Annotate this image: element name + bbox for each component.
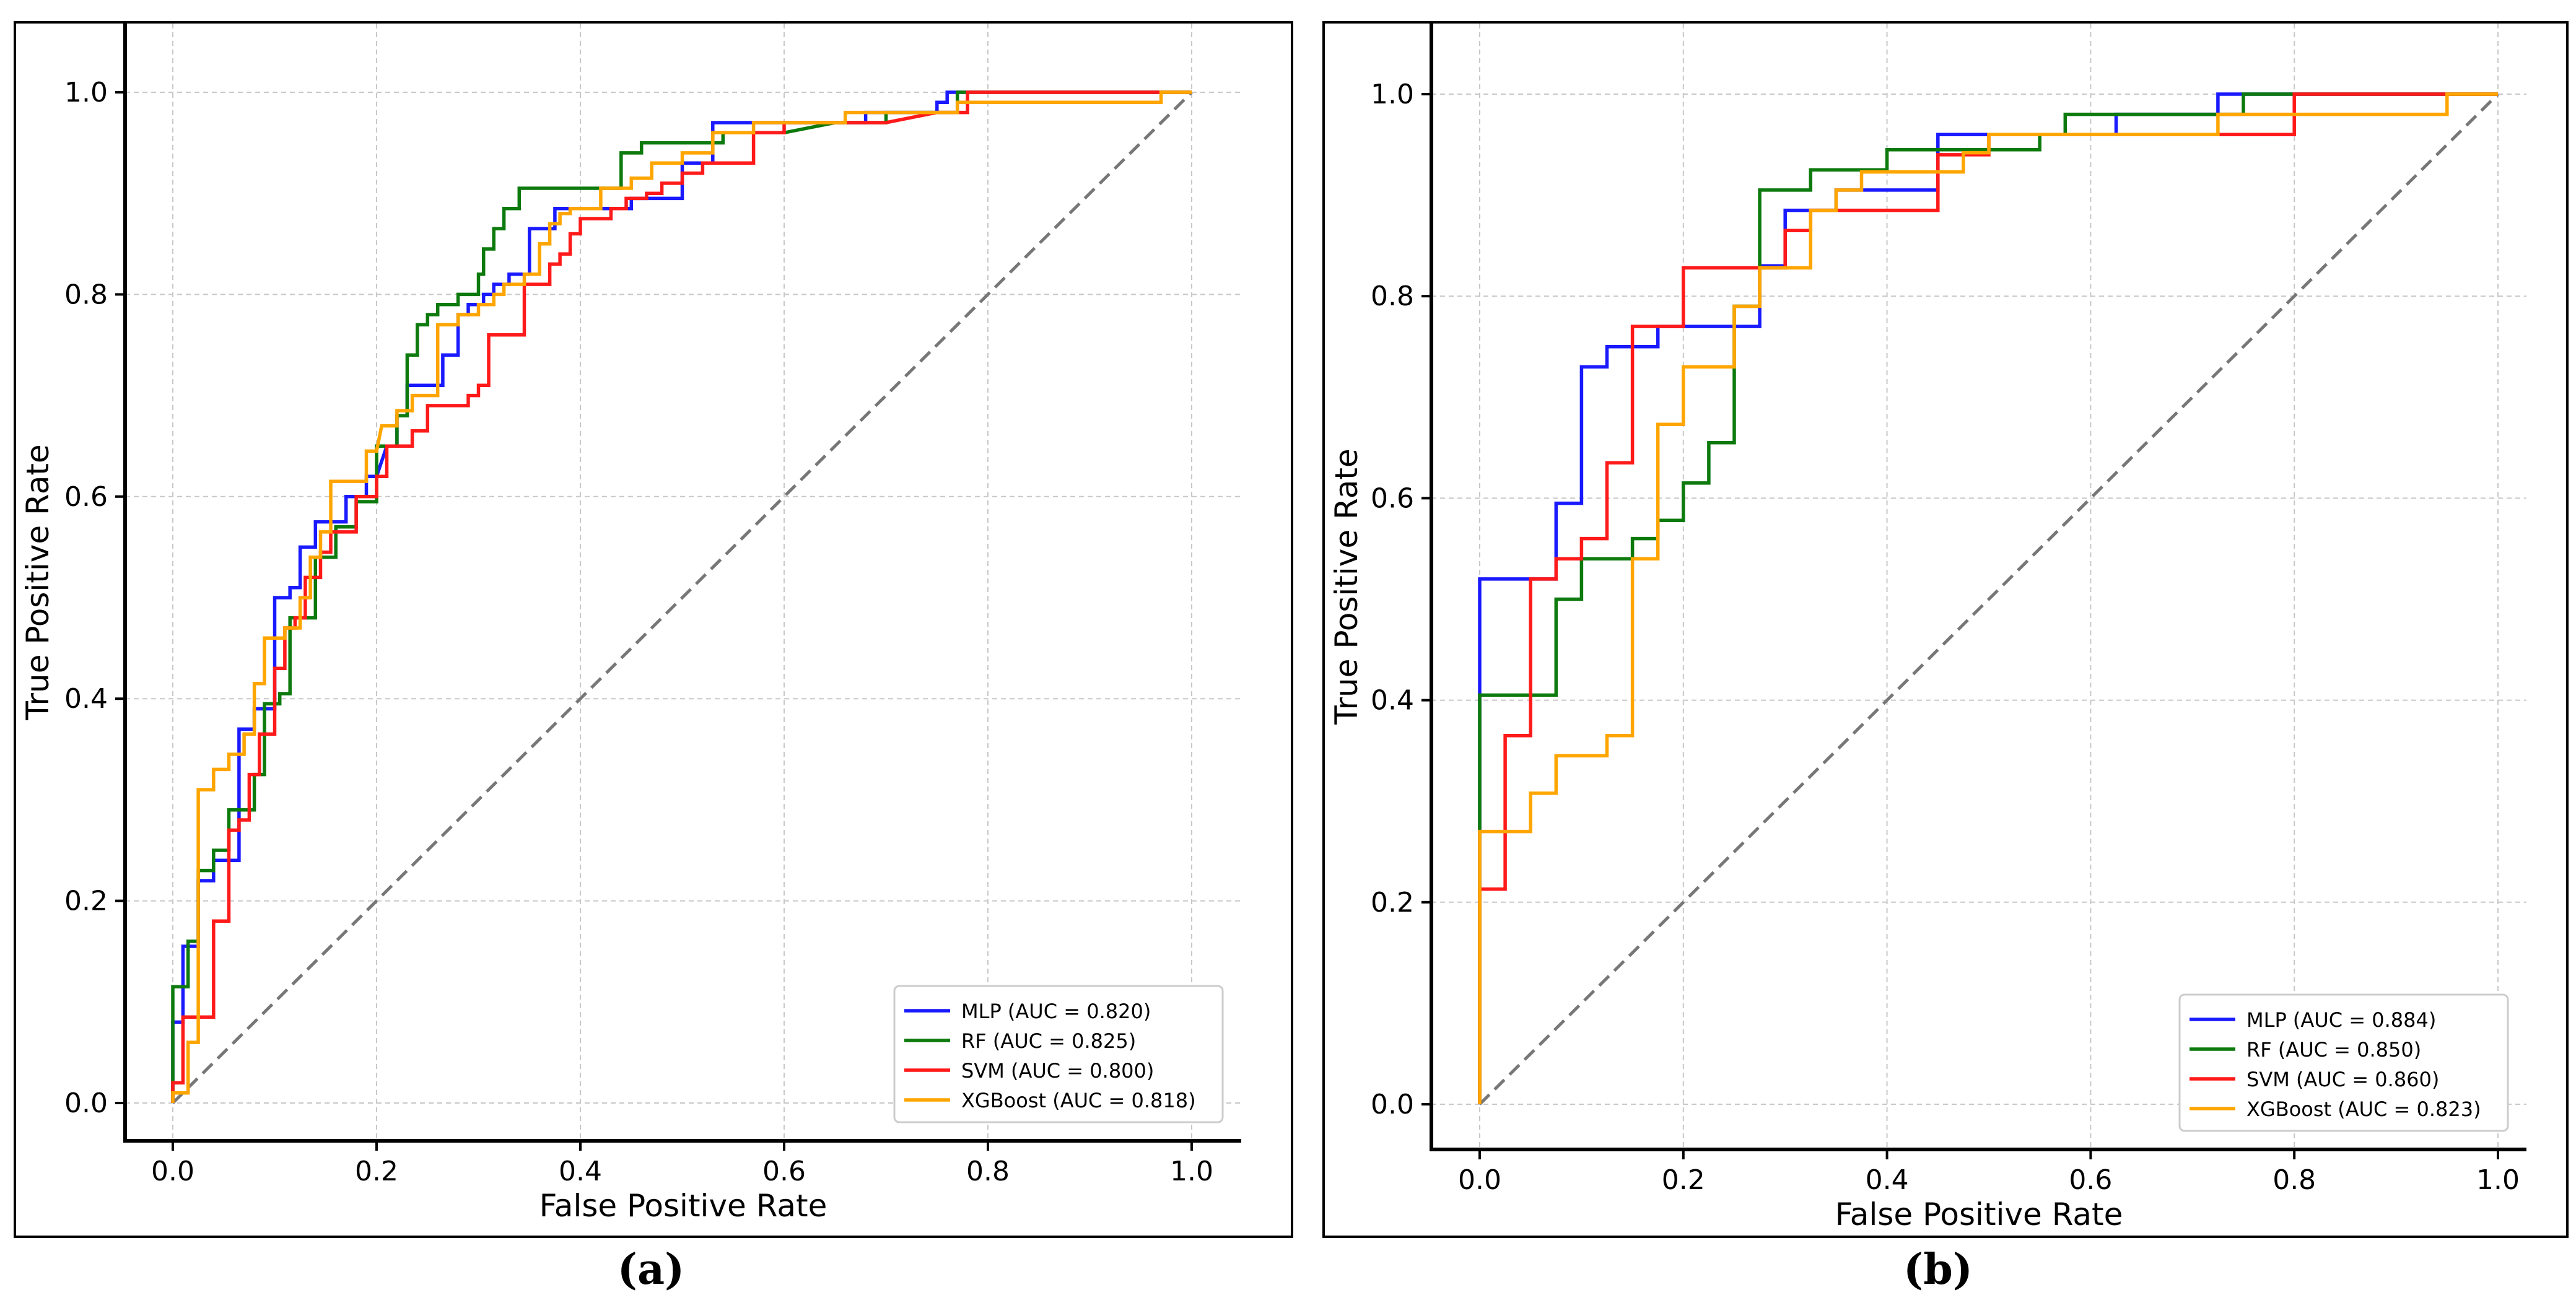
y-tick-label: 0.0	[1371, 1089, 1414, 1120]
roc-chart-a: 0.0 0.2 0.4 0.6 0.8 1.0 0.0 0.2 0.4 0.6 0.8 1.0 Fals…	[20, 24, 1241, 1224]
x-tick-label: 0.6	[2069, 1164, 2112, 1196]
roc-chart-b: 0.0 0.2 0.4 0.6 0.8 1.0 0.0 0.2 0.4 0.6 0.8 1.0 Fals…	[1329, 24, 2526, 1232]
chance-diagonal	[1478, 93, 2499, 1105]
roc-panel-a: 0.0 0.2 0.4 0.6 0.8 1.0 0.0 0.2 0.4 0.6 0.8 1.0 Fals…	[14, 21, 1293, 1238]
x-tick-label: 0.0	[1458, 1164, 1501, 1196]
y-tick-label: 0.8	[1371, 281, 1414, 312]
y-tick-label: 0.4	[64, 683, 108, 715]
x-tick-label: 0.2	[1662, 1164, 1705, 1196]
series-line-svm	[171, 90, 1192, 1103]
x-tick-label: 0.8	[2273, 1164, 2316, 1196]
legend-entry: SVM (AUC = 0.800)	[961, 1059, 1154, 1083]
y-tick-label: 0.2	[64, 886, 108, 917]
y-tick-label: 0.0	[64, 1088, 108, 1119]
grid	[1431, 24, 2526, 1149]
x-tick-label: 0.2	[355, 1156, 398, 1187]
y-tick-label: 0.8	[64, 279, 108, 310]
x-tick-label: 0.8	[966, 1156, 1010, 1187]
legend: MLP (AUC = 0.884) RF (AUC = 0.850) SVM (AU…	[2178, 993, 2509, 1132]
legend-entry: RF (AUC = 0.850)	[2246, 1038, 2421, 1062]
x-axis-label: False Positive Rate	[539, 1188, 827, 1224]
legend-entry: MLP (AUC = 0.820)	[961, 1000, 1151, 1023]
x-tick-label: 0.4	[1866, 1164, 1909, 1196]
x-tick-label: 1.0	[2476, 1164, 2520, 1196]
legend-box	[2178, 993, 2509, 1132]
y-tick-label: 1.0	[64, 77, 108, 108]
series-line-xgboost	[1478, 92, 2498, 1104]
series-line-xgboost	[171, 90, 1192, 1103]
chance-diagonal	[172, 91, 1193, 1104]
x-tick-label: 0.0	[151, 1156, 194, 1187]
legend-entry: RF (AUC = 0.825)	[961, 1029, 1136, 1053]
y-tick-label: 0.6	[1371, 482, 1414, 514]
y-axis-label: True Positive Rate	[20, 444, 56, 720]
y-tick-label: 1.0	[1371, 79, 1414, 110]
y-axis-label: True Positive Rate	[1329, 448, 1364, 725]
x-axis-label: False Positive Rate	[1835, 1197, 2123, 1232]
y-tick-label: 0.2	[1371, 887, 1414, 918]
legend-box	[893, 985, 1224, 1123]
series-line-rf	[171, 90, 1192, 1103]
y-tick-label: 0.6	[64, 481, 108, 513]
x-tick-label: 0.6	[762, 1156, 806, 1187]
legend-entry: XGBoost (AUC = 0.823)	[2246, 1097, 2481, 1121]
y-tick-label: 0.4	[1371, 685, 1414, 717]
legend-entry: MLP (AUC = 0.884)	[2246, 1008, 2436, 1032]
panel-label-b: (b)	[1903, 1245, 1973, 1294]
roc-panel-b: 0.0 0.2 0.4 0.6 0.8 1.0 0.0 0.2 0.4 0.6 0.8 1.0 Fals…	[1322, 21, 2569, 1238]
legend: MLP (AUC = 0.820) RF (AUC = 0.825) SVM (AU…	[893, 985, 1224, 1123]
x-tick-label: 0.4	[559, 1156, 602, 1187]
legend-entry: XGBoost (AUC = 0.818)	[961, 1089, 1196, 1112]
legend-entry: SVM (AUC = 0.860)	[2246, 1068, 2439, 1091]
x-tick-label: 1.0	[1170, 1156, 1213, 1187]
panel-label-a: (a)	[617, 1245, 685, 1294]
